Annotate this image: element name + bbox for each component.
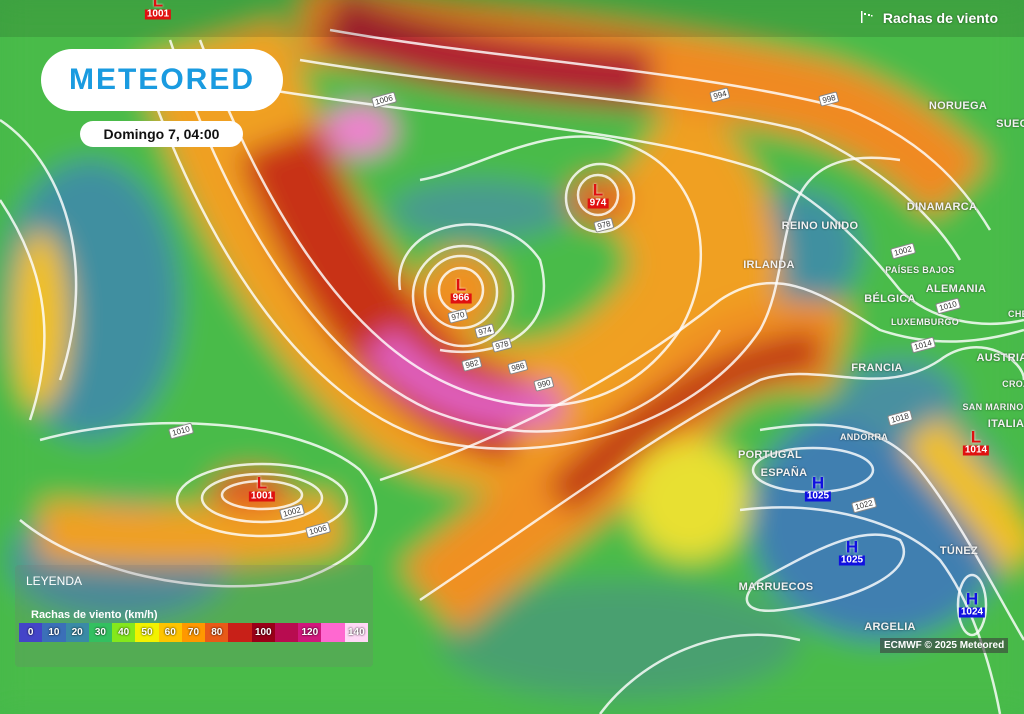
logo-text: METEORED [68,63,255,96]
pressure-type: L [256,473,268,493]
pressure-type: H [965,589,979,609]
meteored-logo[interactable]: METEORED [41,49,283,111]
layer-selector[interactable]: Rachas de viento [860,10,998,26]
country-label: FRANCIA [851,362,903,374]
country-label: PAÍSES BAJOS [885,265,955,275]
country-label: ESPAÑA [760,467,808,479]
legend-stop: 0 [19,623,43,642]
country-label: CHE [1008,309,1024,319]
legend-title: LEYENDA [26,574,83,588]
legend-stop: 100 [251,623,275,642]
legend-stop: 120 [298,623,322,642]
low-pressure-center: L 966 [450,275,472,304]
low-pressure-center: L 1014 [962,427,990,456]
country-label: LUXEMBURGO [891,317,959,327]
pressure-value: 1001 [144,8,172,20]
pressure-value: 1014 [962,444,990,456]
legend: LEYENDA Rachas de viento (km/h) 0 10 20 30 4… [15,565,373,667]
legend-stop [228,623,252,642]
credit: ECMWF © 2025 Meteored [880,638,1009,653]
layer-title: Rachas de viento [882,10,998,26]
pressure-type: L [970,427,982,447]
legend-stop [274,623,299,642]
pressure-value: 1001 [248,490,276,502]
legend-stop: 140 [344,623,368,642]
low-pressure-center: L 1001 [248,473,276,502]
legend-stop: 70 [181,623,206,642]
pressure-value: 974 [587,197,609,209]
country-label: ALEMANIA [925,283,987,295]
legend-subtitle: Rachas de viento (km/h) [31,609,158,621]
country-label: ANDORRA [839,432,889,442]
pressure-type: H [845,537,859,557]
pressure-type: L [152,0,164,11]
low-pressure-center: L 1001 [144,0,172,20]
legend-stop: 40 [112,623,136,642]
country-label: NORUEGA [928,100,988,112]
high-pressure-center: H 1025 [804,473,832,502]
country-label: MARRUECOS [738,581,814,593]
legend-color-scale: 0 10 20 30 40 50 60 70 80 100 120 140 [19,623,368,642]
pressure-value: 1025 [838,554,866,566]
pressure-type: L [455,275,467,295]
pressure-value: 966 [450,292,472,304]
wind-gust-flag-icon [860,10,873,26]
country-label: ITALIA [987,418,1024,430]
country-label: SUEC [996,118,1024,130]
legend-stop: 20 [65,623,89,642]
country-label: TÚNEZ [939,545,979,557]
legend-stop: 80 [205,623,229,642]
country-label: SAN MARINO [962,402,1024,412]
pressure-value: 1024 [958,606,986,618]
legend-stop: 50 [135,623,159,642]
pressure-type: H [811,473,825,493]
country-label: IRLANDA [743,259,795,271]
legend-stop: 30 [88,623,113,642]
legend-stop: 60 [158,623,182,642]
isobars [0,28,1024,714]
country-label: PORTUGAL [737,449,803,461]
country-label: REINO UNIDO [781,220,859,232]
forecast-date: Domingo 7, 04:00 [80,121,243,147]
country-label: DINAMARCA [906,201,978,213]
low-pressure-center: L 974 [587,180,609,209]
high-pressure-center: H 1024 [958,589,986,618]
legend-stop [321,623,345,642]
legend-stop: 10 [42,623,66,642]
pressure-type: L [592,180,604,200]
country-label: AUSTRIA [976,352,1024,364]
country-label: ARGELIA [864,621,916,633]
pressure-value: 1025 [804,490,832,502]
country-label: CROA [1002,379,1024,389]
country-label: BÉLGICA [864,293,916,305]
high-pressure-center: H 1025 [838,537,866,566]
